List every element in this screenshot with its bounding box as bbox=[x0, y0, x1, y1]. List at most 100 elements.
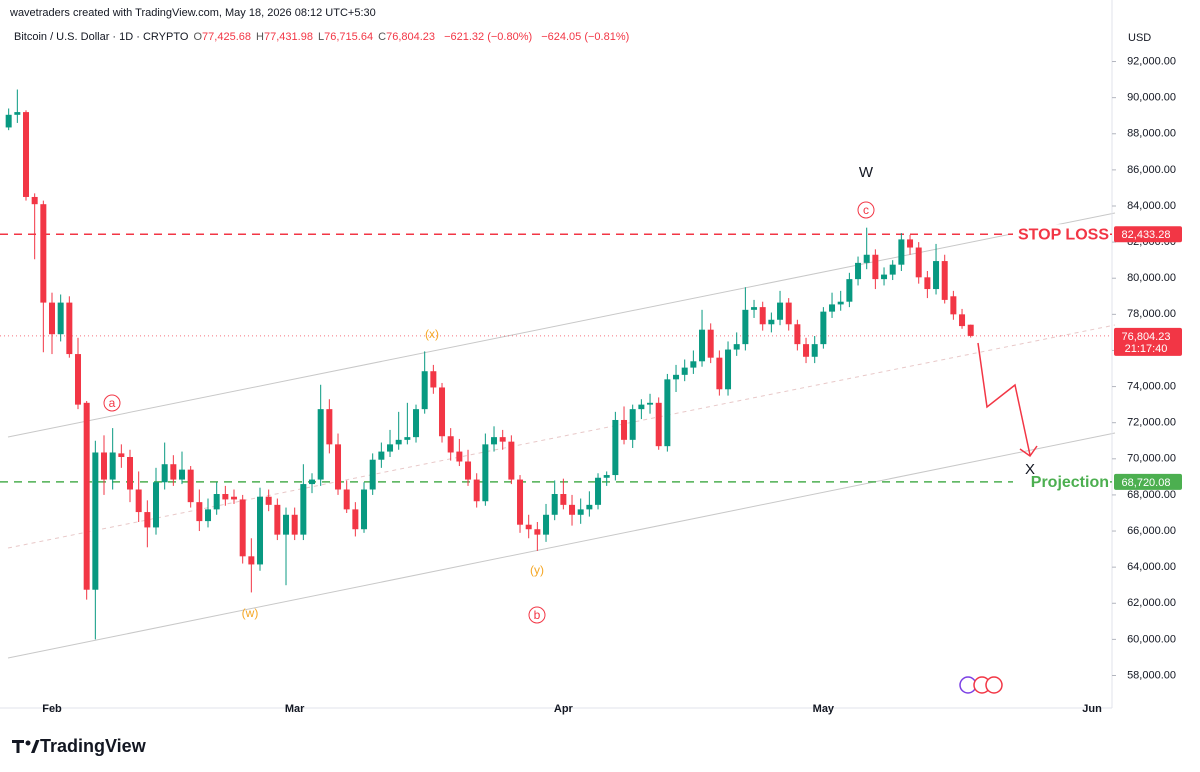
candle-body bbox=[525, 524, 532, 530]
candle-body bbox=[811, 344, 818, 357]
y-tick-label: 86,000.00 bbox=[1127, 164, 1176, 176]
candle-body bbox=[586, 504, 593, 510]
ohlc-value: 76,715.64 bbox=[324, 31, 373, 43]
candle-body bbox=[638, 404, 645, 410]
candle-body bbox=[837, 301, 844, 305]
candle-body bbox=[629, 409, 636, 440]
y-tick-label: 90,000.00 bbox=[1127, 92, 1176, 104]
candle-body bbox=[248, 556, 255, 565]
candle-body bbox=[352, 509, 359, 530]
y-tick-label: 72,000.00 bbox=[1127, 417, 1176, 429]
candle-body bbox=[317, 409, 324, 480]
candle-body bbox=[101, 452, 108, 480]
candle-body bbox=[127, 456, 134, 490]
brand-logo: TradingView bbox=[12, 736, 147, 756]
wave-circle bbox=[103, 394, 121, 412]
logo-mark bbox=[12, 740, 24, 753]
candle-body bbox=[326, 409, 333, 445]
wave-label: W bbox=[859, 164, 874, 181]
candle-body bbox=[57, 302, 64, 335]
candle-body bbox=[430, 371, 437, 388]
candle-body bbox=[473, 479, 480, 502]
candle-body bbox=[959, 314, 966, 327]
candle-body bbox=[846, 279, 853, 302]
y-tick-label: 84,000.00 bbox=[1127, 200, 1176, 212]
candle-body bbox=[785, 302, 792, 325]
candle-body bbox=[265, 496, 272, 505]
logo-mark bbox=[31, 740, 40, 753]
candle-body bbox=[534, 529, 541, 535]
candle-body bbox=[655, 402, 662, 447]
candle-body bbox=[863, 254, 870, 263]
candle-body bbox=[40, 204, 47, 303]
wave-label: b bbox=[534, 608, 541, 622]
candle-body bbox=[14, 112, 21, 115]
icon bbox=[985, 676, 1003, 694]
candle-body bbox=[23, 112, 30, 197]
candle-body bbox=[231, 496, 238, 500]
candle-body bbox=[283, 514, 290, 535]
price-tag-label: 68,720.08 bbox=[1122, 477, 1171, 489]
candle-body bbox=[517, 479, 524, 525]
wave-label: X bbox=[1025, 461, 1035, 478]
candle-body bbox=[907, 239, 914, 248]
candle-body bbox=[404, 437, 411, 440]
candle-body bbox=[257, 496, 264, 565]
candle-body bbox=[361, 489, 368, 530]
candle-body bbox=[621, 419, 628, 440]
candle-body bbox=[941, 261, 948, 300]
candle-body bbox=[543, 514, 550, 535]
candle-body bbox=[179, 469, 186, 480]
x-tick-label: Mar bbox=[285, 703, 305, 715]
candle-body bbox=[924, 277, 931, 290]
candle-body bbox=[777, 302, 784, 320]
candle-body bbox=[205, 509, 212, 522]
candle-body bbox=[491, 437, 498, 445]
candle-body bbox=[794, 324, 801, 345]
candle-body bbox=[612, 419, 619, 476]
candle-body bbox=[83, 402, 90, 590]
y-tick-label: 62,000.00 bbox=[1127, 597, 1176, 609]
candle-body bbox=[889, 264, 896, 275]
y-tick-label: 78,000.00 bbox=[1127, 308, 1176, 320]
candle-body bbox=[508, 441, 515, 480]
candle-body bbox=[439, 387, 446, 437]
x-tick-label: Apr bbox=[554, 703, 574, 715]
candle-body bbox=[274, 504, 281, 535]
candle-body bbox=[829, 304, 836, 312]
y-tick-label: 88,000.00 bbox=[1127, 128, 1176, 140]
ohlc-value: 76,804.23 bbox=[386, 31, 435, 43]
candle-body bbox=[5, 114, 12, 128]
ohlc-value: 77,431.98 bbox=[264, 31, 313, 43]
brand: TradingView bbox=[40, 736, 147, 756]
last-price-tag bbox=[1114, 327, 1182, 356]
candle-body bbox=[603, 475, 610, 478]
y-tick-label: 64,000.00 bbox=[1127, 561, 1176, 573]
candle-body bbox=[343, 489, 350, 510]
price-tag-label: 82,433.28 bbox=[1122, 229, 1171, 241]
credit: wavetraders created with TradingView.com… bbox=[9, 7, 376, 19]
candle-body bbox=[699, 329, 706, 362]
candle-body bbox=[881, 274, 888, 280]
candle-body bbox=[170, 464, 177, 480]
wave-label: (y) bbox=[530, 563, 544, 577]
last-price-label: 76,804.23 bbox=[1122, 331, 1171, 343]
ohlc-value: 77,425.68 bbox=[202, 31, 251, 43]
y-tick-label: 92,000.00 bbox=[1127, 55, 1176, 67]
candle-body bbox=[465, 461, 472, 480]
candle-body bbox=[707, 329, 714, 358]
candle-body bbox=[161, 464, 168, 483]
candle-body bbox=[595, 477, 602, 505]
candle-body bbox=[335, 444, 342, 490]
candle-body bbox=[759, 307, 766, 325]
candle-body bbox=[803, 344, 810, 357]
ohlc-letter: H bbox=[256, 31, 264, 43]
channel-lower bbox=[7, 432, 1116, 659]
legend-line: Bitcoin / U.S. Dollar · 1D · CRYPTO O77,… bbox=[14, 31, 629, 43]
x-tick-label: Feb bbox=[42, 703, 62, 715]
candle-body bbox=[967, 324, 974, 336]
x-tick-label: Jun bbox=[1082, 703, 1102, 715]
arrow-head bbox=[1019, 445, 1038, 458]
candle-body bbox=[673, 374, 680, 380]
candle-body bbox=[742, 309, 749, 345]
